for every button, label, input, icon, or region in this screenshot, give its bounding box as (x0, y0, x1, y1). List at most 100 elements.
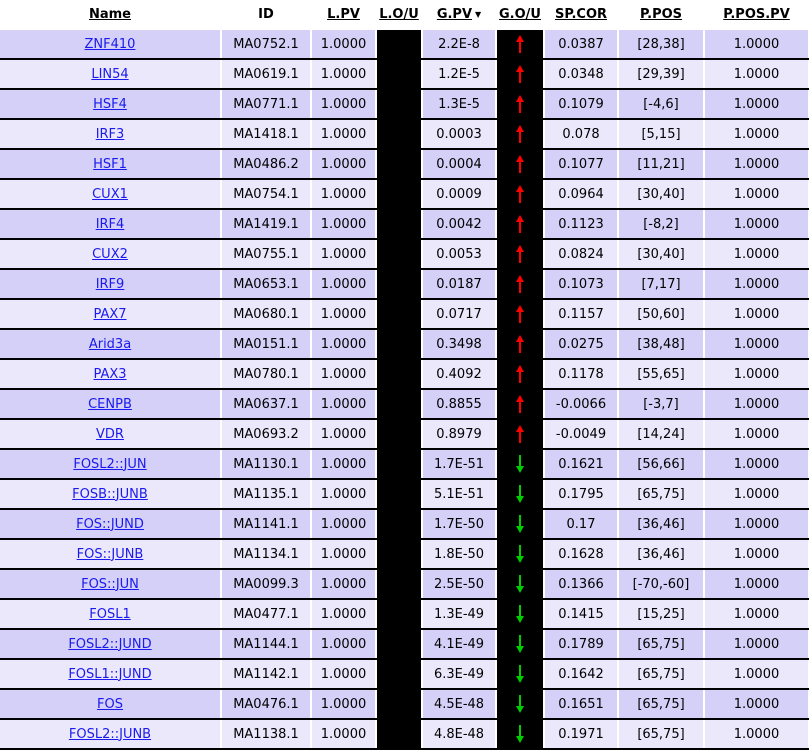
motif-name-link[interactable]: FOSL2::JUN (73, 456, 147, 472)
cell-lpv: 1.0000 (311, 29, 377, 60)
cell-ppospv: 1.0000 (704, 179, 809, 210)
arrow-down-icon (515, 665, 525, 683)
motif-name-link[interactable]: PAX7 (93, 306, 127, 322)
arrow-up-icon (515, 125, 525, 143)
cell-gpv: 1.7E-51 (422, 449, 497, 480)
cell-id: MA0653.1 (221, 269, 312, 300)
cell-ppospv: 1.0000 (704, 149, 809, 180)
motif-name-link[interactable]: LIN54 (91, 66, 129, 82)
motif-name-link[interactable]: CUX1 (92, 186, 128, 202)
cell-name: IRF3 (0, 119, 222, 150)
cell-gpv: 4.5E-48 (422, 689, 497, 720)
cell-lou (376, 59, 423, 90)
cell-lpv: 1.0000 (311, 659, 377, 690)
cell-gou (496, 509, 545, 540)
col-header-gou[interactable]: G.O/U (496, 0, 545, 30)
cell-ppos: [30,40] (618, 179, 705, 210)
cell-gou (496, 689, 545, 720)
col-header-ppospv[interactable]: P.POS.PV (704, 0, 809, 30)
motif-name-link[interactable]: HSF1 (93, 156, 127, 172)
cell-gou (496, 299, 545, 330)
motif-name-link[interactable]: ZNF410 (84, 36, 136, 52)
cell-gou (496, 59, 545, 90)
motif-name-link[interactable]: Arid3a (88, 336, 132, 352)
cell-spcor: 0.1077 (544, 149, 619, 180)
cell-gou (496, 359, 545, 390)
cell-lpv: 1.0000 (311, 209, 377, 240)
motif-name-link[interactable]: HSF4 (93, 96, 127, 112)
cell-lpv: 1.0000 (311, 719, 377, 750)
cell-gpv: 0.4092 (422, 359, 497, 390)
motif-name-link[interactable]: FOS (97, 696, 123, 712)
motif-name-link[interactable]: FOSL2::JUND (68, 636, 152, 652)
table-row: IRF9 MA0653.1 1.0000 0.0187 0.1073 [7,17] 1.00… (0, 269, 809, 300)
cell-lpv: 1.0000 (311, 389, 377, 420)
cell-name: ZNF410 (0, 29, 222, 60)
col-header-lou[interactable]: L.O/U (376, 0, 423, 30)
arrow-up-icon (515, 65, 525, 83)
cell-lou (376, 389, 423, 420)
cell-spcor: 0.0348 (544, 59, 619, 90)
cell-ppospv: 1.0000 (704, 719, 809, 750)
col-header-spcor[interactable]: SP.COR (544, 0, 619, 30)
cell-gpv: 0.8855 (422, 389, 497, 420)
cell-spcor: 0.17 (544, 509, 619, 540)
motif-name-link[interactable]: VDR (96, 426, 124, 442)
motif-name-link[interactable]: FOSL1 (89, 606, 131, 622)
motif-name-link[interactable]: FOSL1::JUND (68, 666, 152, 682)
cell-ppos: [65,75] (618, 479, 705, 510)
cell-lpv: 1.0000 (311, 689, 377, 720)
col-header-lpv[interactable]: L.PV (311, 0, 377, 30)
cell-id: MA1142.1 (221, 659, 312, 690)
cell-lpv: 1.0000 (311, 329, 377, 360)
cell-id: MA0680.1 (221, 299, 312, 330)
motif-name-link[interactable]: CENPB (88, 396, 132, 412)
table-row: FOSB::JUNB MA1135.1 1.0000 5.1E-51 0.1795 [65… (0, 479, 809, 510)
cell-gou (496, 449, 545, 480)
cell-ppospv: 1.0000 (704, 569, 809, 600)
cell-spcor: 0.1621 (544, 449, 619, 480)
cell-lou (376, 239, 423, 270)
cell-lpv: 1.0000 (311, 359, 377, 390)
cell-lou (376, 569, 423, 600)
motif-name-link[interactable]: FOS::JUN (81, 576, 139, 592)
motif-name-link[interactable]: IRF9 (95, 276, 125, 292)
cell-lpv: 1.0000 (311, 419, 377, 450)
motif-name-link[interactable]: CUX2 (92, 246, 128, 262)
cell-lpv: 1.0000 (311, 629, 377, 660)
cell-name: PAX3 (0, 359, 222, 390)
cell-name: FOS (0, 689, 222, 720)
col-header-ppos[interactable]: P.POS (618, 0, 705, 30)
arrow-down-icon (515, 695, 525, 713)
arrow-down-icon (515, 605, 525, 623)
cell-lou (376, 119, 423, 150)
col-header-name[interactable]: Name (0, 0, 222, 30)
cell-gpv: 0.0042 (422, 209, 497, 240)
cell-ppospv: 1.0000 (704, 629, 809, 660)
cell-name: PAX7 (0, 299, 222, 330)
cell-ppospv: 1.0000 (704, 29, 809, 60)
cell-gou (496, 419, 545, 450)
cell-lou (376, 629, 423, 660)
cell-spcor: 0.1642 (544, 659, 619, 690)
cell-gpv: 0.0003 (422, 119, 497, 150)
motif-name-link[interactable]: FOS::JUNB (76, 546, 144, 562)
cell-ppospv: 1.0000 (704, 659, 809, 690)
motif-name-link[interactable]: FOSB::JUNB (72, 486, 148, 502)
cell-ppos: [30,40] (618, 239, 705, 270)
motif-name-link[interactable]: FOS::JUND (76, 516, 144, 532)
arrow-up-icon (515, 365, 525, 383)
cell-ppos: [-8,2] (618, 209, 705, 240)
col-header-gpv[interactable]: G.PV ▼ (422, 0, 497, 30)
cell-gou (496, 209, 545, 240)
motif-name-link[interactable]: IRF3 (95, 126, 125, 142)
cell-id: MA0486.2 (221, 149, 312, 180)
table-row: LIN54 MA0619.1 1.0000 1.2E-5 0.0348 [29,39] 1.… (0, 59, 809, 90)
motif-name-link[interactable]: PAX3 (93, 366, 127, 382)
motif-name-link[interactable]: IRF4 (95, 216, 125, 232)
table-row: CUX2 MA0755.1 1.0000 0.0053 0.0824 [30,40] 1.0… (0, 239, 809, 270)
motif-name-link[interactable]: FOSL2::JUNB (68, 726, 152, 742)
cell-ppos: [36,46] (618, 539, 705, 570)
cell-lpv: 1.0000 (311, 239, 377, 270)
cell-ppos: [-4,6] (618, 89, 705, 120)
